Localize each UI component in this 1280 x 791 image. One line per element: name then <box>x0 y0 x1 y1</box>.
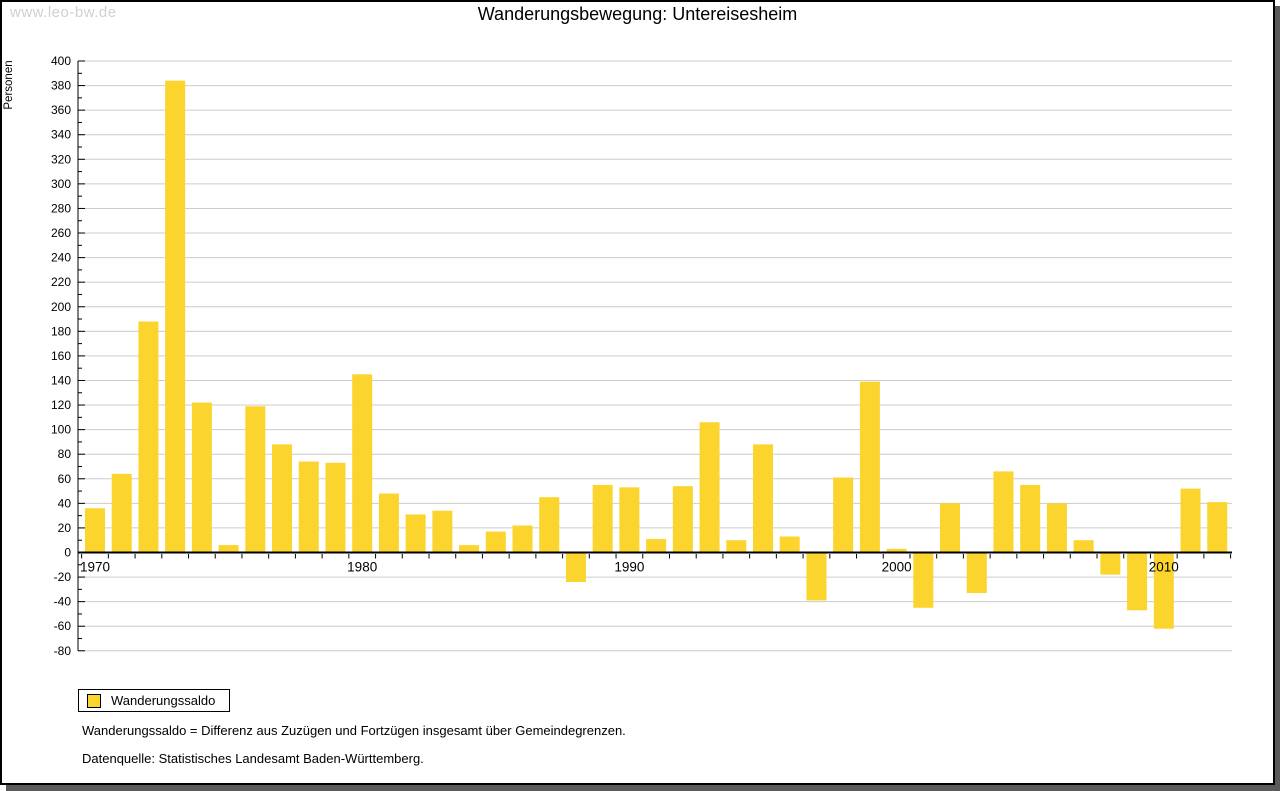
bar-1992 <box>672 486 693 553</box>
bar-2004 <box>993 471 1014 553</box>
y-tick-label: 100 <box>51 423 71 437</box>
bar-1991 <box>646 538 667 553</box>
bar-2011 <box>1180 488 1201 553</box>
bar-1998 <box>833 477 854 553</box>
bar-1985 <box>485 531 506 553</box>
bar-2000 <box>886 548 907 553</box>
bar-1987 <box>539 497 560 553</box>
y-tick-label: 320 <box>51 152 71 166</box>
bar-1981 <box>378 493 399 553</box>
y-tick-label: 180 <box>51 324 71 338</box>
y-tick-label: 120 <box>51 398 71 412</box>
y-tick-label: -80 <box>54 644 72 658</box>
y-tick-label: 60 <box>58 472 72 486</box>
x-tick-label-2010: 2010 <box>1149 560 1179 575</box>
y-tick-label: 400 <box>51 54 71 68</box>
bar-1975 <box>218 545 239 553</box>
bar-1976 <box>245 406 266 553</box>
legend-color-swatch <box>87 693 101 708</box>
bar-1986 <box>512 525 533 553</box>
bar-1996 <box>779 536 800 553</box>
bar-2006 <box>1046 503 1067 553</box>
bar-1979 <box>325 462 346 553</box>
y-tick-label: 380 <box>51 79 71 93</box>
bar-1990 <box>619 487 640 553</box>
bar-1971 <box>111 473 132 553</box>
bar-1989 <box>592 484 613 553</box>
footnote-definition: Wanderungssaldo = Differenz aus Zuzügen … <box>82 723 626 738</box>
bar-1977 <box>272 444 293 553</box>
y-tick-label: 20 <box>58 521 72 535</box>
chart-title: Wanderungsbewegung: Untereisesheim <box>477 4 798 24</box>
y-tick-label: 220 <box>51 275 71 289</box>
bar-2008 <box>1100 552 1121 575</box>
y-tick-label: 280 <box>51 201 71 215</box>
bar-2012 <box>1207 502 1228 553</box>
bar-1973 <box>165 80 186 553</box>
y-tick-label: 40 <box>58 496 72 510</box>
y-tick-label: -60 <box>54 619 72 633</box>
bar-2003 <box>966 552 987 594</box>
legend-label: Wanderungssaldo <box>111 693 216 708</box>
y-tick-label: 160 <box>51 349 71 363</box>
y-tick-label: 260 <box>51 226 71 240</box>
bar-1974 <box>191 402 212 553</box>
y-tick-label: 340 <box>51 128 71 142</box>
x-tick-label-1970: 1970 <box>80 560 110 575</box>
x-tick-label-1980: 1980 <box>347 560 377 575</box>
y-tick-label: -40 <box>54 595 72 609</box>
watermark: www.leo-bw.de <box>10 4 117 21</box>
y-axis-title: Personen <box>3 60 15 109</box>
bar-1980 <box>352 374 373 553</box>
bar-1983 <box>432 510 453 553</box>
bar-1982 <box>405 514 426 553</box>
y-tick-label: -20 <box>54 570 72 584</box>
bar-1997 <box>806 552 827 601</box>
bar-2007 <box>1073 540 1094 553</box>
bar-1970 <box>85 508 105 553</box>
bar-1972 <box>138 321 159 553</box>
x-tick-label-2000: 2000 <box>882 560 912 575</box>
legend-box: Wanderungssaldo <box>78 689 231 712</box>
bar-1995 <box>753 444 773 553</box>
bar-1988 <box>565 552 586 582</box>
bar-2002 <box>940 503 961 553</box>
footnote-source: Datenquelle: Statistisches Landesamt Bad… <box>82 751 424 766</box>
y-tick-label: 360 <box>51 103 71 117</box>
bar-1999 <box>859 381 880 553</box>
bar-1994 <box>726 540 747 553</box>
bar-2005 <box>1020 484 1041 553</box>
x-tick-label-1990: 1990 <box>614 560 644 575</box>
y-tick-label: 80 <box>58 447 72 461</box>
bar-1993 <box>699 422 720 553</box>
bar-2009 <box>1127 552 1148 611</box>
y-tick-label: 140 <box>51 373 71 387</box>
y-tick-label: 0 <box>64 546 71 560</box>
y-tick-label: 240 <box>51 251 71 265</box>
bar-1984 <box>459 545 480 553</box>
bar-2001 <box>913 552 934 608</box>
y-tick-label: 300 <box>51 177 71 191</box>
y-tick-label: 200 <box>51 300 71 314</box>
bar-1978 <box>298 461 319 553</box>
bar-2010 <box>1153 552 1174 629</box>
